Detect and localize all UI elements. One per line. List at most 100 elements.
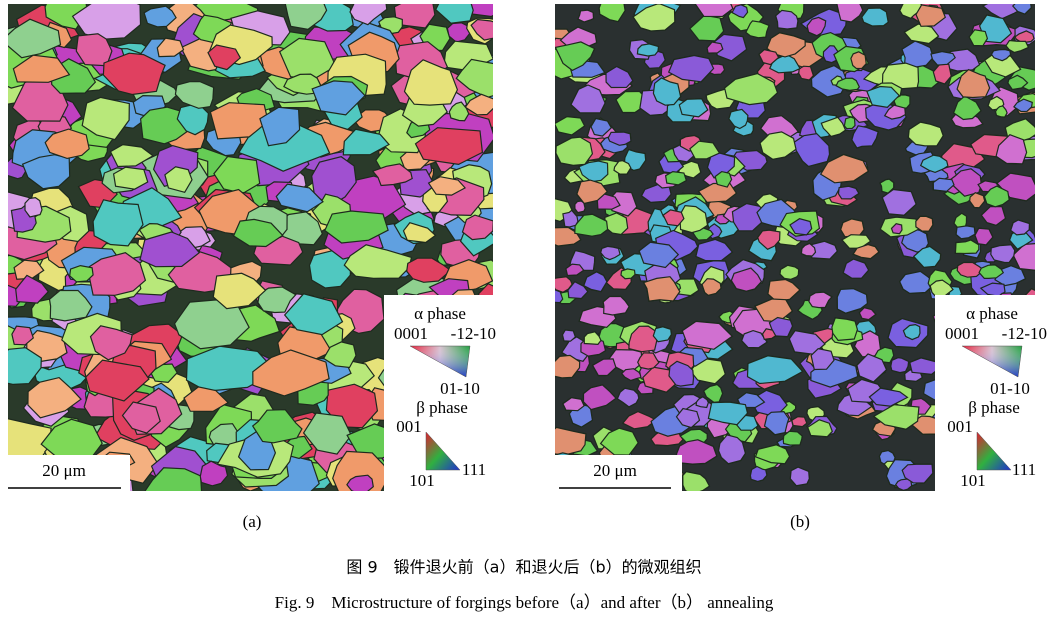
caption-zh: 图 9 锻件退火前（a）和退火后（b）的微观组织 [346, 558, 701, 577]
scale-bar-box [0, 455, 130, 492]
grain [434, 4, 474, 24]
legend-corner: -12-10 [1002, 324, 1047, 343]
grain [789, 466, 810, 487]
grain [856, 353, 888, 383]
grain [628, 325, 660, 353]
grain [681, 320, 734, 350]
grain [915, 4, 947, 27]
grain [613, 159, 632, 175]
grain [695, 396, 710, 409]
grain [89, 325, 133, 361]
grain [861, 7, 889, 27]
grain [932, 63, 952, 85]
panel-label: (a) [243, 512, 262, 531]
grain [736, 391, 766, 409]
grain [730, 267, 763, 292]
grain [947, 168, 982, 197]
grain [156, 37, 185, 58]
ipf-triangle [409, 345, 471, 378]
grain [577, 9, 595, 23]
grain [763, 410, 790, 436]
grain [257, 286, 297, 314]
grain [768, 316, 794, 338]
grain [706, 41, 724, 54]
grain [332, 450, 391, 491]
grain [583, 331, 602, 346]
grain [791, 416, 808, 428]
grain [562, 397, 585, 412]
grain [800, 242, 817, 257]
legend-corner: 001 [947, 417, 973, 436]
legend-title: α phase [966, 304, 1018, 323]
grain [207, 44, 242, 71]
grain [212, 272, 267, 310]
grain [174, 80, 215, 109]
grain [1005, 39, 1030, 54]
grain [798, 65, 815, 81]
grain [990, 244, 1016, 264]
grain [607, 131, 632, 146]
grain [652, 326, 673, 343]
grain [836, 4, 864, 23]
grain [835, 77, 861, 91]
grain [1009, 219, 1031, 236]
grain [662, 209, 685, 227]
grain [24, 196, 43, 218]
grain [701, 278, 722, 296]
grain [464, 93, 493, 116]
legend-corner: 01-10 [990, 379, 1030, 398]
grain [143, 5, 177, 28]
grain [259, 106, 301, 147]
grain [164, 166, 193, 193]
grain [251, 409, 303, 444]
grain [731, 4, 749, 19]
grain [810, 348, 835, 371]
scale-bar-label: 20 μm [593, 461, 637, 480]
grain [555, 276, 573, 293]
grain [761, 328, 777, 340]
grain [342, 128, 390, 156]
grain [69, 264, 94, 283]
ipf-triangle [976, 431, 1012, 471]
grain [766, 32, 806, 58]
grain [176, 102, 210, 136]
grain [555, 115, 586, 136]
grain [879, 178, 895, 194]
grain [637, 352, 660, 370]
grain [139, 231, 201, 268]
grain [109, 143, 155, 168]
grain [570, 84, 606, 114]
grain [754, 444, 791, 465]
legend-corner: 01-10 [440, 379, 480, 398]
grain [406, 257, 452, 283]
legend-corner: 001 [396, 417, 422, 436]
grain [831, 317, 859, 342]
grain [582, 384, 617, 411]
grain [555, 41, 596, 72]
grain [872, 404, 920, 430]
grain [741, 329, 768, 349]
grain [757, 229, 781, 251]
grain [71, 4, 142, 40]
grain [901, 40, 934, 68]
legend-title: β phase [968, 398, 1020, 417]
grain [121, 401, 161, 434]
grain [562, 209, 579, 228]
legend-corner: 111 [462, 460, 486, 479]
grain [322, 341, 357, 369]
scale-bar-box [555, 455, 682, 492]
grain [144, 467, 203, 491]
grain [664, 170, 688, 186]
grain [978, 14, 1013, 44]
grain [899, 4, 923, 19]
grain [981, 4, 1021, 20]
grain [555, 354, 581, 379]
ipf-triangle [425, 431, 461, 471]
grain [112, 166, 149, 190]
ipf-triangle [961, 345, 1023, 378]
grain [642, 276, 681, 302]
grain [983, 52, 1022, 78]
grain [600, 245, 621, 261]
grain [199, 460, 229, 487]
